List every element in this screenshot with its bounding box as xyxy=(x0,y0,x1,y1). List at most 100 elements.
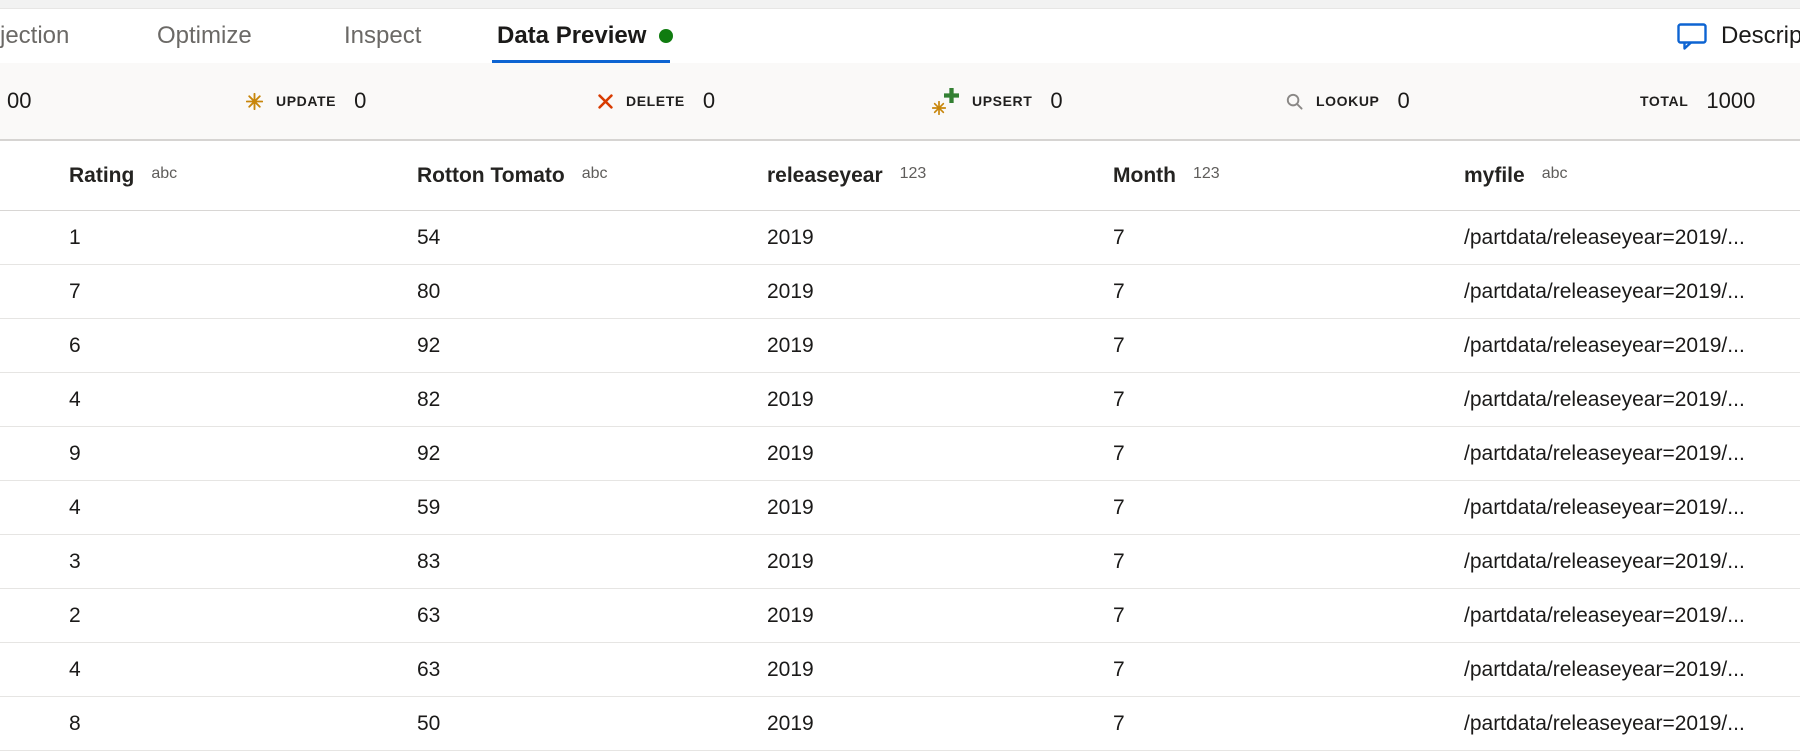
tab-label: Optimize xyxy=(157,22,252,49)
table-cell: 92 xyxy=(417,333,441,357)
table-cell: /partdata/releaseyear=2019/... xyxy=(1464,225,1745,249)
tab-optimize[interactable]: Optimize xyxy=(157,22,252,50)
description-label: Descript xyxy=(1721,22,1800,49)
table-cell: /partdata/releaseyear=2019/... xyxy=(1464,333,1745,357)
column-name: Month xyxy=(1113,163,1176,187)
table-cell: 6 xyxy=(69,333,81,357)
table-cell: 80 xyxy=(417,279,441,303)
table-header-row: Rating abc Rotton Tomato abc releaseyear 12… xyxy=(0,141,1800,211)
table-cell: 92 xyxy=(417,441,441,465)
table-cell: 54 xyxy=(417,225,441,249)
table-cell: 7 xyxy=(1113,441,1125,465)
table-cell: 2019 xyxy=(767,603,814,627)
stat-delete: DELETE 0 xyxy=(598,63,715,139)
table-row[interactable]: 3 83 2019 7/partdata/releaseyear=2019/... xyxy=(0,535,1800,589)
table-row[interactable]: 7 80 2019 7/partdata/releaseyear=2019/... xyxy=(0,265,1800,319)
column-type-badge: 123 xyxy=(899,164,927,182)
table-cell: 9 xyxy=(69,441,81,465)
table-cell: 63 xyxy=(417,603,441,627)
table-row[interactable]: 8 50 2019 7/partdata/releaseyear=2019/... xyxy=(0,697,1800,751)
column-name: Rating xyxy=(69,163,135,187)
stat-count: 0 xyxy=(702,88,716,113)
stat-upsert: UPSERT 0 xyxy=(932,63,1063,139)
column-header-rating[interactable]: Rating abc xyxy=(0,164,417,188)
table-cell: 3 xyxy=(69,549,81,573)
tab-label: Data Preview xyxy=(497,22,647,49)
table-cell: /partdata/releaseyear=2019/... xyxy=(1464,657,1745,681)
column-name: myfile xyxy=(1464,163,1525,187)
data-ready-dot xyxy=(659,29,674,43)
description-button[interactable]: Descript xyxy=(1677,22,1800,50)
table-cell: 7 xyxy=(1113,549,1125,573)
tab-projection[interactable]: jection xyxy=(0,22,69,50)
table-cell: /partdata/releaseyear=2019/... xyxy=(1464,441,1745,465)
table-cell: 7 xyxy=(1113,225,1125,249)
table-cell: 1 xyxy=(69,225,81,249)
table-cell: /partdata/releaseyear=2019/... xyxy=(1464,549,1745,573)
stat-total: TOTAL 1000 xyxy=(1640,63,1755,139)
stat-label: TOTAL xyxy=(1640,93,1689,109)
table-cell: 7 xyxy=(1113,603,1125,627)
active-tab-underline xyxy=(492,60,670,63)
table-cell: 2019 xyxy=(767,225,814,249)
table-row[interactable]: 2 63 2019 7/partdata/releaseyear=2019/... xyxy=(0,589,1800,643)
comment-icon xyxy=(1677,22,1707,50)
insert-count-partial: 00 xyxy=(2,63,31,139)
column-name: releaseyear xyxy=(767,163,883,187)
column-header-releaseyear[interactable]: releaseyear 123 xyxy=(767,164,1113,188)
table-cell: 4 xyxy=(69,387,81,411)
table-cell: /partdata/releaseyear=2019/... xyxy=(1464,387,1745,411)
table-cell: 2019 xyxy=(767,549,814,573)
table-row[interactable]: 1 54 2019 7/partdata/releaseyear=2019/... xyxy=(0,211,1800,265)
table-cell: 7 xyxy=(1113,279,1125,303)
table-cell: /partdata/releaseyear=2019/... xyxy=(1464,279,1745,303)
tab-bar: jection Optimize Inspect Data Preview De… xyxy=(0,9,1800,63)
table-cell: 2019 xyxy=(767,441,814,465)
column-type-badge: abc xyxy=(581,164,608,182)
delete-x-icon xyxy=(598,93,613,109)
table-cell: 83 xyxy=(417,549,441,573)
stat-label: LOOKUP xyxy=(1316,93,1380,109)
table-row[interactable]: 4 63 2019 7/partdata/releaseyear=2019/... xyxy=(0,643,1800,697)
table-cell: 2 xyxy=(69,603,81,627)
tab-inspect[interactable]: Inspect xyxy=(344,22,421,50)
table-cell: 50 xyxy=(417,711,441,735)
table-cell: 7 xyxy=(1113,387,1125,411)
tab-label: jection xyxy=(0,22,70,49)
column-name: Rotton Tomato xyxy=(417,163,565,187)
table-cell: 7 xyxy=(1113,333,1125,357)
table-cell: 2019 xyxy=(767,387,814,411)
table-row[interactable]: 4 82 2019 7/partdata/releaseyear=2019/... xyxy=(0,373,1800,427)
column-type-badge: abc xyxy=(1541,164,1568,182)
table-row[interactable]: 9 92 2019 7/partdata/releaseyear=2019/... xyxy=(0,427,1800,481)
lookup-magnifier-icon xyxy=(1286,93,1303,110)
table-cell: 7 xyxy=(1113,495,1125,519)
table-cell: 4 xyxy=(69,495,81,519)
table-cell: 2019 xyxy=(767,711,814,735)
column-header-myfile[interactable]: myfile abc xyxy=(1464,164,1800,188)
column-header-rotton-tomato[interactable]: Rotton Tomato abc xyxy=(417,164,767,188)
column-type-badge: abc xyxy=(151,164,178,182)
stat-count: 00 xyxy=(7,88,32,113)
column-type-badge: 123 xyxy=(1192,164,1220,182)
table-body: 1 54 2019 7/partdata/releaseyear=2019/... 7 8… xyxy=(0,211,1800,751)
table-cell: 2019 xyxy=(767,333,814,357)
table-cell: /partdata/releaseyear=2019/... xyxy=(1464,711,1745,735)
table-cell: 59 xyxy=(417,495,441,519)
tab-label: Inspect xyxy=(344,22,422,49)
stat-count: 0 xyxy=(1050,88,1063,113)
table-row[interactable]: 6 92 2019 7/partdata/releaseyear=2019/... xyxy=(0,319,1800,373)
stat-count: 0 xyxy=(1397,88,1410,113)
upsert-asterisk-plus-icon xyxy=(932,87,959,115)
stat-count: 1000 xyxy=(1706,88,1756,113)
update-asterisk-icon xyxy=(246,92,263,110)
table-cell: 7 xyxy=(1113,711,1125,735)
table-row[interactable]: 4 59 2019 7/partdata/releaseyear=2019/... xyxy=(0,481,1800,535)
table-cell: 7 xyxy=(69,279,81,303)
stat-label: UPSERT xyxy=(972,93,1033,109)
data-preview-table: Rating abc Rotton Tomato abc releaseyear 12… xyxy=(0,141,1800,751)
table-cell: 2019 xyxy=(767,279,814,303)
tab-data-preview[interactable]: Data Preview xyxy=(497,22,674,50)
column-header-month[interactable]: Month 123 xyxy=(1113,164,1464,188)
